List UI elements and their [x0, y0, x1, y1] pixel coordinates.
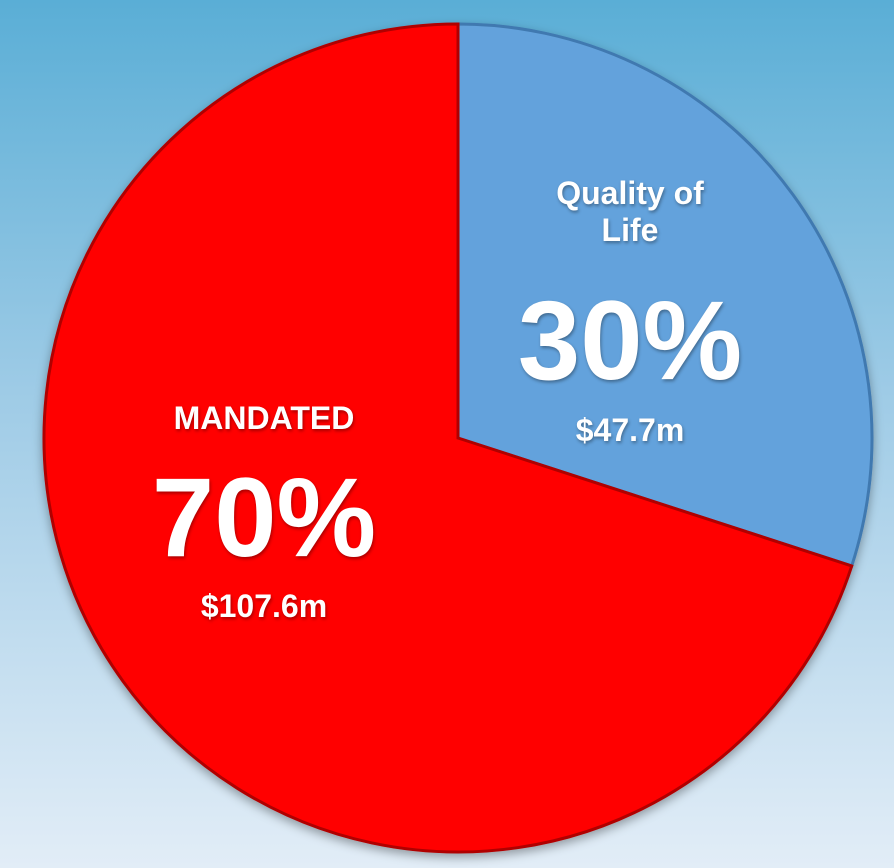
slice-label: Quality of Life	[556, 175, 704, 248]
amount-label: $47.7m	[575, 412, 685, 448]
amount-label: $107.6m	[200, 588, 328, 624]
pie	[42, 22, 874, 854]
slice-label: MANDATED	[173, 400, 355, 436]
pie-slice	[42, 22, 854, 854]
value-label: 30%	[517, 278, 743, 403]
pie-slice	[456, 22, 874, 568]
value-label: 70%	[151, 455, 377, 580]
